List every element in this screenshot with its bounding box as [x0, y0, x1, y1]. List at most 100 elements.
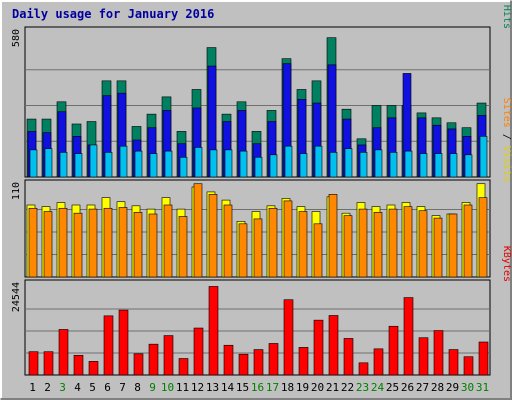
- bar-kbytes-day-13: [208, 286, 219, 376]
- bar-kbytes-day-17: [268, 343, 279, 376]
- bar-pages-day-10: [164, 150, 173, 178]
- bar-pages-day-24: [374, 149, 383, 178]
- x-tick-label-day-6: 6: [104, 381, 111, 394]
- bar-sites-day-28: [433, 217, 443, 278]
- bar-sites-day-2: [43, 211, 53, 278]
- x-tick-label-day-31: 31: [476, 381, 489, 394]
- bar-kbytes-day-2: [43, 351, 54, 376]
- x-axis-tick-labels: 1 2 3 4 5 6 7 8 9 10 11 12 13 14 15 16 17 18 19 20 21 22 23 24 2…: [29, 381, 489, 394]
- bar-kbytes-day-10: [163, 335, 174, 376]
- y-max-label-mid: 110: [11, 182, 22, 200]
- x-tick-label-day-11: 11: [176, 381, 189, 394]
- bar-kbytes-day-15: [238, 353, 249, 376]
- bar-pages-day-21: [329, 152, 338, 178]
- x-tick-label-day-5: 5: [89, 381, 96, 394]
- bar-sites-day-29: [448, 213, 458, 278]
- bar-kbytes-day-27: [418, 337, 429, 376]
- x-tick-label-day-12: 12: [191, 381, 204, 394]
- bar-sites-day-8: [133, 212, 143, 278]
- bar-kbytes-day-28: [433, 330, 444, 376]
- bar-kbytes-day-29: [448, 349, 459, 376]
- bar-kbytes-day-1: [28, 351, 39, 376]
- bar-pages-day-19: [299, 153, 308, 178]
- bar-sites-day-10: [163, 204, 173, 278]
- bar-kbytes-day-9: [148, 343, 159, 376]
- bar-pages-day-9: [149, 153, 158, 178]
- bar-pages-day-16: [254, 156, 263, 178]
- bar-sites-day-30: [463, 204, 473, 278]
- bar-sites-day-12: [193, 183, 203, 278]
- x-tick-label-day-1: 1: [29, 381, 36, 394]
- x-tick-label-day-29: 29: [446, 381, 459, 394]
- bar-pages-day-20: [314, 145, 323, 178]
- bar-kbytes-day-19: [298, 347, 309, 376]
- bar-kbytes-day-6: [103, 315, 114, 376]
- bar-kbytes-day-31: [478, 341, 489, 376]
- x-tick-label-day-22: 22: [341, 381, 354, 394]
- legend-mid: Sites / Visits: [501, 98, 512, 182]
- bar-sites-day-9: [148, 213, 158, 278]
- bar-pages-day-27: [419, 153, 428, 178]
- bar-kbytes-day-30: [463, 356, 474, 376]
- bar-kbytes-day-21: [328, 315, 339, 376]
- bar-sites-day-24: [373, 212, 383, 278]
- y-max-label-top: 580: [11, 29, 22, 47]
- bar-pages-day-23: [359, 152, 368, 178]
- bar-kbytes-day-24: [373, 348, 384, 376]
- bar-sites-day-25: [388, 208, 398, 278]
- bar-kbytes-day-11: [178, 358, 189, 376]
- bar-sites-day-19: [298, 211, 308, 278]
- bar-kbytes-day-3: [58, 329, 69, 376]
- bar-pages-day-30: [464, 154, 473, 178]
- panel-top: 580 Pages / Files / Hits: [11, 0, 512, 178]
- bar-pages-day-3: [59, 152, 68, 178]
- bar-kbytes-day-22: [343, 338, 354, 376]
- x-tick-label-day-26: 26: [401, 381, 414, 394]
- bar-sites-day-16: [253, 218, 263, 278]
- bar-pages-day-2: [44, 148, 53, 178]
- bar-pages-day-25: [389, 152, 398, 178]
- bar-kbytes-day-18: [283, 299, 294, 376]
- x-tick-label-day-10: 10: [161, 381, 174, 394]
- bar-sites-day-1: [28, 207, 38, 278]
- legend-bot: KBytes: [501, 246, 512, 282]
- bar-pages-day-31: [479, 136, 488, 178]
- legend-entry-visits: Visits: [501, 146, 512, 182]
- bar-sites-day-5: [88, 208, 98, 278]
- legend-entry-kbytes: KBytes: [501, 246, 512, 282]
- bar-pages-day-1: [29, 149, 38, 178]
- legend-entry-sites: Sites: [501, 98, 512, 128]
- bar-sites-day-13: [208, 194, 218, 278]
- bar-sites-day-22: [343, 215, 353, 278]
- bar-pages-day-18: [284, 145, 293, 178]
- bar-sites-day-11: [178, 216, 188, 278]
- bar-sites-day-3: [58, 207, 68, 278]
- bar-kbytes-day-8: [133, 353, 144, 376]
- legend-separator: /: [501, 0, 512, 5]
- bar-sites-day-20: [313, 223, 323, 278]
- x-tick-label-day-20: 20: [311, 381, 324, 394]
- y-max-label-bot: 24544: [11, 282, 22, 312]
- x-tick-label-day-14: 14: [221, 381, 235, 394]
- legend-separator: /: [501, 128, 512, 146]
- x-tick-label-day-3: 3: [59, 381, 66, 394]
- bar-sites-day-6: [103, 207, 113, 278]
- x-tick-label-day-13: 13: [206, 381, 219, 394]
- x-tick-label-day-2: 2: [44, 381, 51, 394]
- bar-pages-day-26: [404, 150, 413, 178]
- x-tick-label-day-8: 8: [134, 381, 141, 394]
- bar-pages-day-13: [209, 149, 218, 178]
- bar-sites-day-31: [478, 197, 488, 278]
- bar-pages-day-7: [119, 145, 128, 178]
- bar-pages-day-22: [344, 148, 353, 178]
- panel-bot: 24544 KBytes: [11, 246, 512, 376]
- chart-panels: 580 Pages / Files / Hits 110 Sites / Visits…: [11, 0, 512, 376]
- x-tick-label-day-19: 19: [296, 381, 309, 394]
- bar-pages-day-14: [224, 149, 233, 178]
- x-tick-label-day-15: 15: [236, 381, 249, 394]
- bar-kbytes-day-14: [223, 344, 234, 376]
- bar-sites-day-7: [118, 207, 128, 278]
- bar-kbytes-day-12: [193, 327, 204, 376]
